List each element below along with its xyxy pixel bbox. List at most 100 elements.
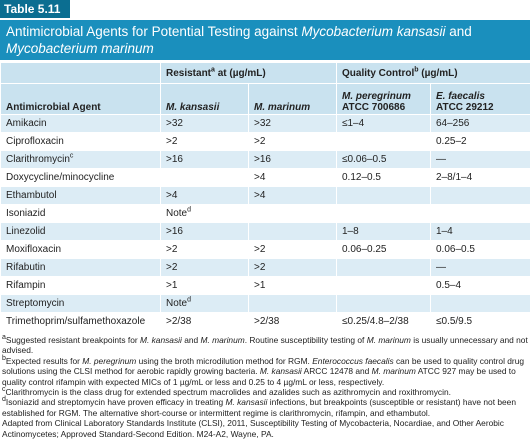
footnote-text: M. kansasii: [259, 366, 302, 377]
table-cell: >32: [160, 114, 249, 133]
footnote-text: Isoniazid and streptomycin have proven e…: [5, 397, 226, 408]
table-row: Clarithromycinc >16 >16 ≤0.06–0.5—: [0, 150, 530, 169]
table-cell: Linezolid: [0, 222, 161, 241]
footnote-text: Expected results for: [5, 355, 83, 366]
table-cell: Clarithromycinc: [0, 150, 161, 169]
table-cell: [336, 276, 431, 295]
footnote-text: M. marinum: [371, 366, 416, 377]
header-cell: [0, 62, 161, 84]
footnotes: aSuggested resistant breakpoints for M. …: [0, 331, 530, 439]
table-row: Moxifloxacin >2 >2 0.06–0.25 0.06–0.5: [0, 240, 530, 259]
table-cell: Ethambutol: [0, 186, 161, 205]
table-cell: [429, 294, 530, 313]
table-cell: 0.25–2: [429, 132, 530, 151]
table-cell: >32: [248, 114, 337, 133]
title-part: and: [445, 24, 472, 39]
footnote-mark: c: [69, 152, 74, 160]
table-cell: >1: [248, 276, 337, 295]
footnote: dIsoniazid and streptomycin have proven …: [2, 397, 528, 418]
cell-text: Clarithromycin: [6, 154, 70, 165]
table-cell: 64–256: [429, 114, 530, 133]
table-cell: [429, 186, 530, 205]
table-cell: >2: [160, 258, 249, 277]
table-label: Table 5.11: [0, 0, 70, 18]
table-row: Amikacin >32 >32 ≤1–4 64–256: [0, 114, 530, 133]
table-row: Rifabutin >2 >2—: [0, 258, 530, 277]
table-cell: Rifampin: [0, 276, 161, 295]
footnote-mark: b: [414, 66, 419, 74]
table-cell: >2: [248, 240, 337, 259]
table-cell: 0.12–0.5: [336, 168, 431, 187]
footnote-text: ARCC 12478 and: [301, 366, 372, 377]
column-header: M. marinum: [248, 83, 337, 115]
table-cell: Streptomycin: [0, 294, 161, 313]
cell-text: Note: [166, 208, 188, 219]
footnote-mark: b: [2, 355, 6, 363]
column-organism: E. faecalis: [436, 91, 485, 102]
table-cell: [429, 204, 530, 223]
table-cell: Amikacin: [0, 114, 161, 133]
footnote-mark: a: [2, 334, 6, 342]
table-cell: >2/38: [160, 312, 249, 331]
table: Resistanta at (µg/mL) Quality Controlb (µ…: [0, 62, 530, 331]
column-header: Antimicrobial Agent: [0, 83, 161, 115]
source-note: Adapted from Clinical Laboratory Standar…: [2, 418, 504, 439]
table-cell: >1: [160, 276, 249, 295]
column-header: E. faecalis ATCC 29212: [429, 83, 530, 115]
table-cell: [248, 294, 337, 313]
table-cell: Rifabutin: [0, 258, 161, 277]
footnote-mark: d: [187, 296, 192, 304]
footnote-text: M. kansasii: [139, 335, 182, 345]
footnote-mark: d: [187, 206, 192, 214]
table-cell: [336, 186, 431, 205]
table-cell: ≤0.25/4.8–2/38: [336, 312, 431, 331]
footnote-text: M. peregrinum: [82, 355, 137, 366]
table-cell: Doxycycline/minocycline: [0, 168, 161, 187]
column-strain: ATCC 700686: [342, 102, 406, 113]
table-cell: —: [429, 150, 530, 169]
footnote-text: . Routine susceptibility testing of: [244, 335, 367, 345]
footnote: aSuggested resistant breakpoints for M. …: [2, 334, 528, 356]
footnote-text: M. kansasii: [225, 397, 268, 408]
group-header-row: Resistanta at (µg/mL) Quality Controlb (µ…: [0, 62, 530, 84]
table-row: Linezolid >16 1–8 1–4: [0, 222, 530, 241]
table-row: Doxycycline/minocycline >4 0.12–0.5 2–8/1–4: [0, 168, 530, 187]
table-row: Trimethoprim/sulfamethoxazole >2/38 >2/38 ≤…: [0, 312, 530, 331]
table-cell: >16: [160, 222, 249, 241]
table-cell: >4: [248, 186, 337, 205]
footnote-text: Clarithromycin is the class drug for ext…: [5, 387, 451, 398]
table-row: Rifampin >1 >1 0.5–4: [0, 276, 530, 295]
table-row: Streptomycin Noted: [0, 294, 530, 313]
table-cell: >4: [248, 168, 337, 187]
table-head: Resistanta at (µg/mL) Quality Controlb (µ…: [0, 62, 530, 115]
table-cell: >16: [160, 150, 249, 169]
table-cell: 1–8: [336, 222, 431, 241]
table-row: Ciprofloxacin >2 >2 0.25–2: [0, 132, 530, 151]
group-text: Quality Control: [342, 67, 415, 79]
table-cell: [336, 204, 431, 223]
table-cell: >2: [248, 132, 337, 151]
column-text: M. kansasii: [166, 102, 220, 113]
table-cell: 0.06–0.25: [336, 240, 431, 259]
table-title: Antimicrobial Agents for Potential Testi…: [0, 20, 530, 60]
footnote-text: can be used to quality control drug solu…: [2, 355, 525, 377]
footnote-mark: d: [2, 396, 6, 404]
table-cell: [160, 168, 249, 187]
footnote-text: Suggested resistant breakpoints for: [5, 335, 140, 345]
footnote-text: M. marinum: [366, 335, 411, 345]
table-cell: >16: [248, 150, 337, 169]
footnote: cClarithromycin is the class drug for ex…: [2, 386, 528, 398]
table-cell: [336, 258, 431, 277]
table-body: Amikacin >32 >32 ≤1–4 64–256 Ciprofloxacin >2 >…: [0, 114, 530, 331]
footnote-text: ATCC 927 may be used to quality control …: [2, 366, 516, 387]
cell-text: Note: [166, 298, 188, 309]
column-header: M. peregrinum ATCC 700686: [336, 83, 431, 115]
footnote-mark: a: [211, 66, 215, 74]
footnote-text: M. marinum: [200, 335, 245, 345]
table-cell: 0.5–4: [429, 276, 530, 295]
table-cell: [336, 294, 431, 313]
footnote-text: infections, but breakpoints (susceptible…: [2, 397, 516, 418]
footnote-text: and: [181, 335, 201, 345]
